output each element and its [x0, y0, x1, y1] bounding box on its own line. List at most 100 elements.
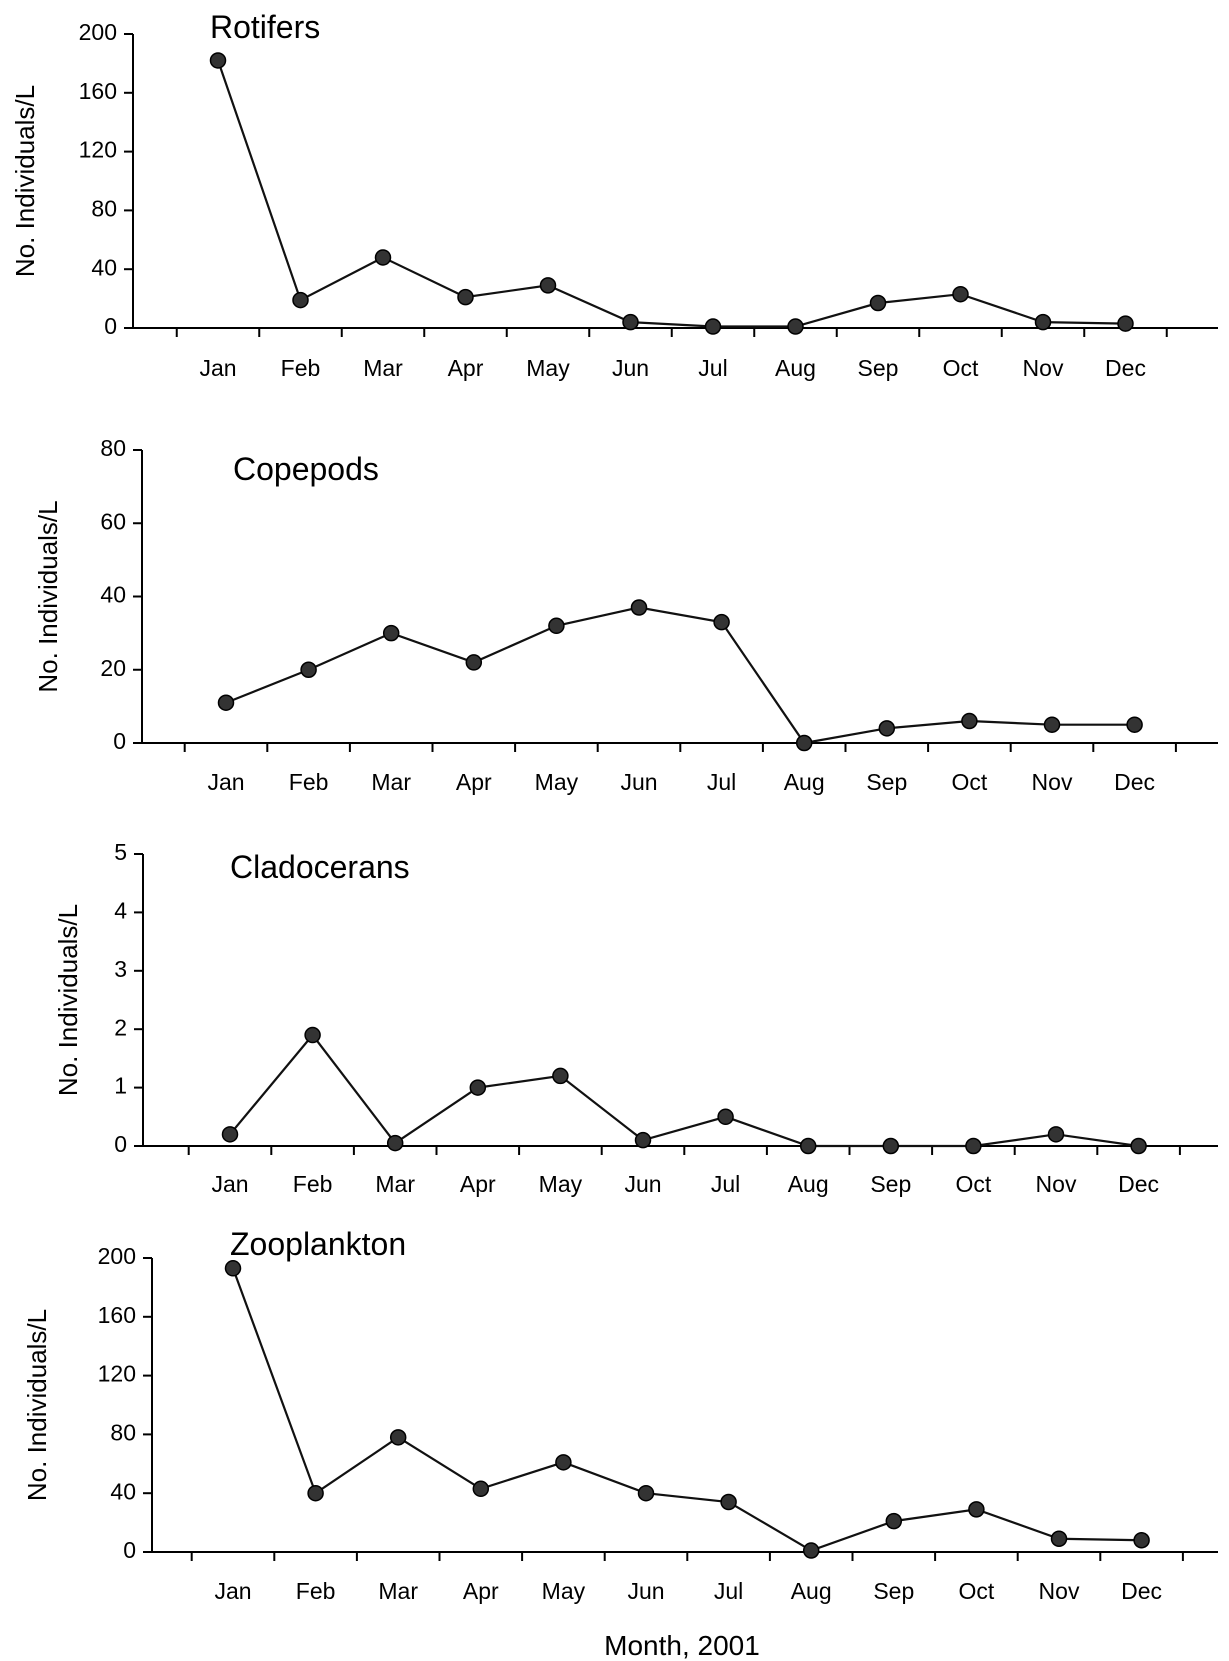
copepods-y-tick-label: 0: [113, 728, 126, 754]
copepods-title: Copepods: [233, 451, 379, 487]
zooplankton-x-tick-label-mar: Mar: [378, 1578, 418, 1604]
rotifers-x-tick-label-jul: Jul: [698, 355, 727, 381]
zooplankton-point-jan: [224, 1260, 242, 1277]
rotifers-y-tick-label: 0: [104, 313, 117, 339]
cladocerans-y-tick-label: 1: [114, 1073, 127, 1099]
copepods-point-apr: [465, 654, 483, 671]
zooplankton-point-feb: [307, 1484, 324, 1502]
rotifers-x-tick-label-nov: Nov: [1023, 355, 1064, 381]
cladocerans-x-tick-label-jun: Jun: [624, 1171, 661, 1197]
rotifers-point-sep: [869, 294, 887, 312]
zooplankton-point-may: [555, 1454, 572, 1471]
zooplankton-x-tick-label-oct: Oct: [959, 1578, 995, 1604]
rotifers-point-jun: [622, 313, 639, 331]
cladocerans-point-may: [552, 1067, 569, 1085]
cladocerans-x-tick-label-dec: Dec: [1118, 1171, 1159, 1197]
copepods-x-tick-label-apr: Apr: [456, 769, 492, 795]
copepods-point-jun: [630, 599, 648, 616]
zooplankton-y-tick-label: 120: [98, 1361, 136, 1387]
rotifers-y-tick-label: 160: [79, 78, 117, 104]
cladocerans-x-tick-label-mar: Mar: [375, 1171, 415, 1197]
cladocerans-point-dec: [1130, 1137, 1147, 1155]
zooplankton-x-tick-label-jul: Jul: [714, 1578, 743, 1604]
zooplankton-y-tick-label: 0: [123, 1537, 136, 1563]
copepods-x-tick-label-dec: Dec: [1114, 769, 1155, 795]
rotifers-y-axis-label: No. Individuals/L: [10, 85, 40, 277]
copepods-x-tick-label-jun: Jun: [620, 769, 657, 795]
rotifers-point-aug: [787, 318, 804, 335]
rotifers-series-line: [216, 60, 1126, 328]
zooplankton-point-dec: [1133, 1531, 1150, 1549]
cladocerans-y-tick-label: 0: [114, 1131, 127, 1157]
rotifers-panel: 0 40 80 120 160 200 Jan Feb Mar Apr May Jun Jul Aug Se…: [10, 9, 1218, 381]
copepods-x-tick-label-aug: Aug: [784, 769, 825, 795]
rotifers-point-may: [539, 277, 557, 294]
copepods-x-tick-label-feb: Feb: [289, 769, 329, 795]
copepods-point-nov: [1043, 716, 1061, 733]
zooplankton-y-tick-label: 200: [98, 1243, 136, 1269]
copepods-point-aug: [795, 734, 813, 752]
cladocerans-point-aug: [799, 1137, 817, 1155]
zooplankton-point-jun: [637, 1484, 655, 1502]
zooplankton-series-line: [231, 1267, 1142, 1552]
cladocerans-x-tick-label-jan: Jan: [211, 1171, 248, 1197]
rotifers-point-dec: [1117, 315, 1134, 332]
copepods-point-jul: [713, 613, 730, 631]
zooplankton-x-tick-label-sep: Sep: [873, 1578, 914, 1604]
copepods-x-tick-label-mar: Mar: [371, 769, 411, 795]
copepods-y-axis-label: No. Individuals/L: [33, 500, 63, 692]
zooplankton-y-axis-label: No. Individuals/L: [22, 1309, 52, 1501]
figure-x-axis-label: Month, 2001: [604, 1630, 760, 1661]
rotifers-x-tick-label-mar: Mar: [363, 355, 403, 381]
cladocerans-x-tick-label-feb: Feb: [293, 1171, 333, 1197]
rotifers-point-feb: [292, 291, 309, 309]
cladocerans-point-oct: [965, 1137, 982, 1155]
copepods-point-may: [548, 617, 565, 635]
cladocerans-point-jul: [717, 1108, 734, 1126]
rotifers-x-tick-label-may: May: [526, 355, 570, 381]
copepods-point-feb: [300, 661, 317, 678]
cladocerans-y-tick-label: 2: [114, 1014, 127, 1040]
cladocerans-point-feb: [304, 1026, 321, 1044]
rotifers-point-nov: [1034, 313, 1052, 331]
cladocerans-point-jun: [634, 1131, 652, 1149]
copepods-x-tick-label-oct: Oct: [952, 769, 988, 795]
copepods-point-dec: [1126, 716, 1143, 733]
zooplankton-x-tick-label-jan: Jan: [214, 1578, 251, 1604]
rotifers-point-mar: [374, 249, 392, 266]
rotifers-y-tick-label: 80: [91, 195, 117, 221]
copepods-x-tick-label-may: May: [535, 769, 579, 795]
cladocerans-series-line: [229, 1033, 1139, 1148]
cladocerans-x-tick-label-may: May: [539, 1171, 583, 1197]
zooplankton-point-apr: [472, 1480, 490, 1498]
zooplankton-x-tick-label-feb: Feb: [296, 1578, 336, 1604]
zooplankton-point-sep: [885, 1512, 903, 1530]
rotifers-x-tick-label-oct: Oct: [943, 355, 979, 381]
copepods-y-tick-label: 80: [100, 435, 126, 461]
cladocerans-point-jan: [221, 1126, 239, 1143]
zooplankton-point-oct: [968, 1501, 985, 1518]
copepods-x-tick-label-jul: Jul: [707, 769, 736, 795]
cladocerans-point-sep: [882, 1137, 900, 1155]
zooplankton-y-tick-label: 80: [110, 1419, 136, 1445]
copepods-point-mar: [382, 624, 400, 642]
cladocerans-y-tick-label: 4: [114, 897, 127, 923]
copepods-y-tick-label: 60: [100, 508, 126, 534]
rotifers-x-tick-label-feb: Feb: [281, 355, 321, 381]
zooplankton-point-nov: [1050, 1530, 1068, 1548]
cladocerans-y-axis-label: No. Individuals/L: [53, 904, 83, 1096]
cladocerans-x-tick-label-nov: Nov: [1036, 1171, 1077, 1197]
zooplankton-x-tick-label-nov: Nov: [1039, 1578, 1080, 1604]
cladocerans-point-nov: [1047, 1126, 1065, 1143]
copepods-point-sep: [878, 720, 896, 737]
rotifers-y-tick-label: 40: [91, 254, 117, 280]
copepods-x-tick-label-nov: Nov: [1032, 769, 1073, 795]
copepods-y-tick-label: 20: [100, 655, 126, 681]
rotifers-x-tick-label-aug: Aug: [775, 355, 816, 381]
rotifers-x-tick-label-jan: Jan: [199, 355, 236, 381]
zooplankton-point-jul: [720, 1493, 737, 1511]
cladocerans-y-tick-label: 5: [114, 839, 127, 865]
rotifers-point-oct: [952, 285, 969, 303]
rotifers-point-jan: [209, 52, 227, 69]
